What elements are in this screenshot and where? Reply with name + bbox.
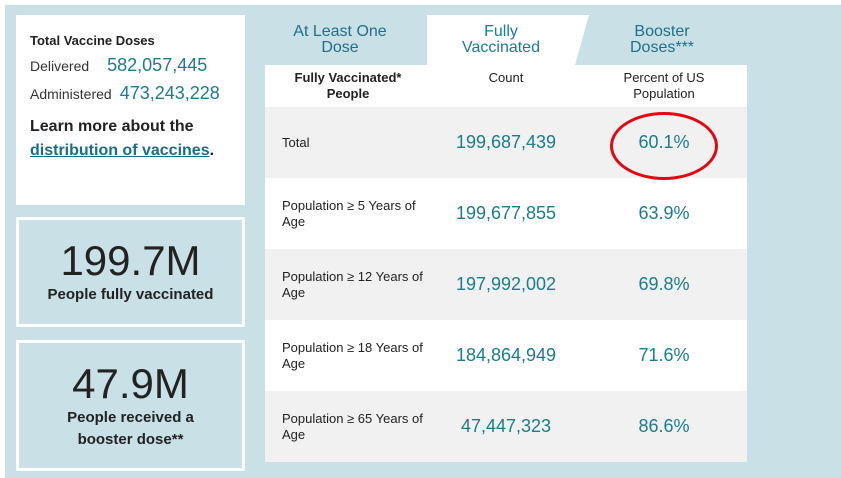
tab-fully-vaccinated[interactable]: Fully Vaccinated <box>427 15 589 65</box>
tab-label-line1: Fully <box>484 23 518 40</box>
delivered-label: Delivered <box>30 58 90 74</box>
table-row: Population ≥ 18 Years of Age 184,864,949… <box>265 320 747 391</box>
table-row: Population ≥ 12 Years of Age 197,992,002… <box>265 249 747 320</box>
vaccination-table-panel: At Least One Dose Fully Vaccinated Booster… <box>265 15 747 462</box>
table-row: Population ≥ 5 Years of Age 199,677,855 … <box>265 178 747 249</box>
row-count: 184,864,949 <box>455 345 557 365</box>
column-header-people-line1: Fully Vaccinated* <box>294 70 402 85</box>
learn-more-suffix: . <box>209 142 215 159</box>
administered-row: Administered 473,243,228 <box>30 83 245 111</box>
row-count: 47,447,323 <box>460 416 552 436</box>
row-label: Population ≥ 12 Years of Age <box>282 268 423 300</box>
row-count: 199,687,439 <box>455 132 557 152</box>
administered-value: 473,243,228 <box>119 83 220 103</box>
learn-more-text: Learn more about the distribution of vac… <box>30 115 240 163</box>
table-header: Fully Vaccinated* People Count Percent of… <box>265 65 747 105</box>
booster-value: 47.9M <box>72 359 189 407</box>
fully-vaccinated-label: People fully vaccinated <box>47 286 214 303</box>
row-count: 199,677,855 <box>455 203 557 223</box>
column-header-percent-line2: Population <box>633 86 695 101</box>
row-label: Population ≥ 65 Years of Age <box>282 410 423 442</box>
row-percent: 71.6% <box>638 345 690 365</box>
tab-label-line1: Booster <box>634 23 690 40</box>
distribution-link[interactable]: distribution of vaccines <box>30 142 210 159</box>
row-label: Total <box>282 134 310 150</box>
learn-more-prefix: Learn more about the <box>30 118 194 135</box>
row-label: Population ≥ 5 Years of Age <box>282 197 416 229</box>
fully-vaccinated-stat-card: 199.7M People fully vaccinated <box>16 217 245 327</box>
tab-label-line1: At Least One <box>293 23 387 40</box>
column-header-people-line2: People <box>326 86 370 101</box>
booster-label: People received a booster dose** <box>67 408 194 448</box>
column-header-count: Count <box>488 70 524 85</box>
doses-title: Total Vaccine Doses <box>30 33 155 48</box>
row-count: 197,992,002 <box>455 274 557 294</box>
delivered-value: 582,057,445 <box>107 55 208 75</box>
row-label: Population ≥ 18 Years of Age <box>282 339 423 371</box>
column-header-percent: Percent of US Population <box>581 70 747 102</box>
total-doses-card: Total Vaccine Doses Delivered 582,057,44… <box>16 15 245 205</box>
tab-at-least-one-dose[interactable]: At Least One Dose <box>265 15 415 65</box>
row-percent: 63.9% <box>638 203 690 223</box>
tab-booster-doses[interactable]: Booster Doses*** <box>587 15 737 65</box>
table-row: Population ≥ 65 Years of Age 47,447,323 … <box>265 391 747 462</box>
tab-bar: At Least One Dose Fully Vaccinated Booster… <box>265 15 747 65</box>
column-header-people: Fully Vaccinated* People <box>265 70 431 102</box>
row-percent: 86.6% <box>638 416 690 436</box>
administered-label: Administered <box>30 86 112 102</box>
column-header-percent-line1: Percent of US <box>623 70 705 85</box>
row-percent: 69.8% <box>638 274 690 294</box>
tab-label-line2: Vaccinated <box>462 39 540 56</box>
tab-label-line2: Doses*** <box>629 39 695 56</box>
tab-label-line2: Dose <box>321 39 359 56</box>
booster-stat-card: 47.9M People received a booster dose** <box>16 340 245 471</box>
delivered-row: Delivered 582,057,445 <box>30 55 245 83</box>
highlight-circle <box>610 112 718 180</box>
fully-vaccinated-value: 199.7M <box>60 237 201 284</box>
